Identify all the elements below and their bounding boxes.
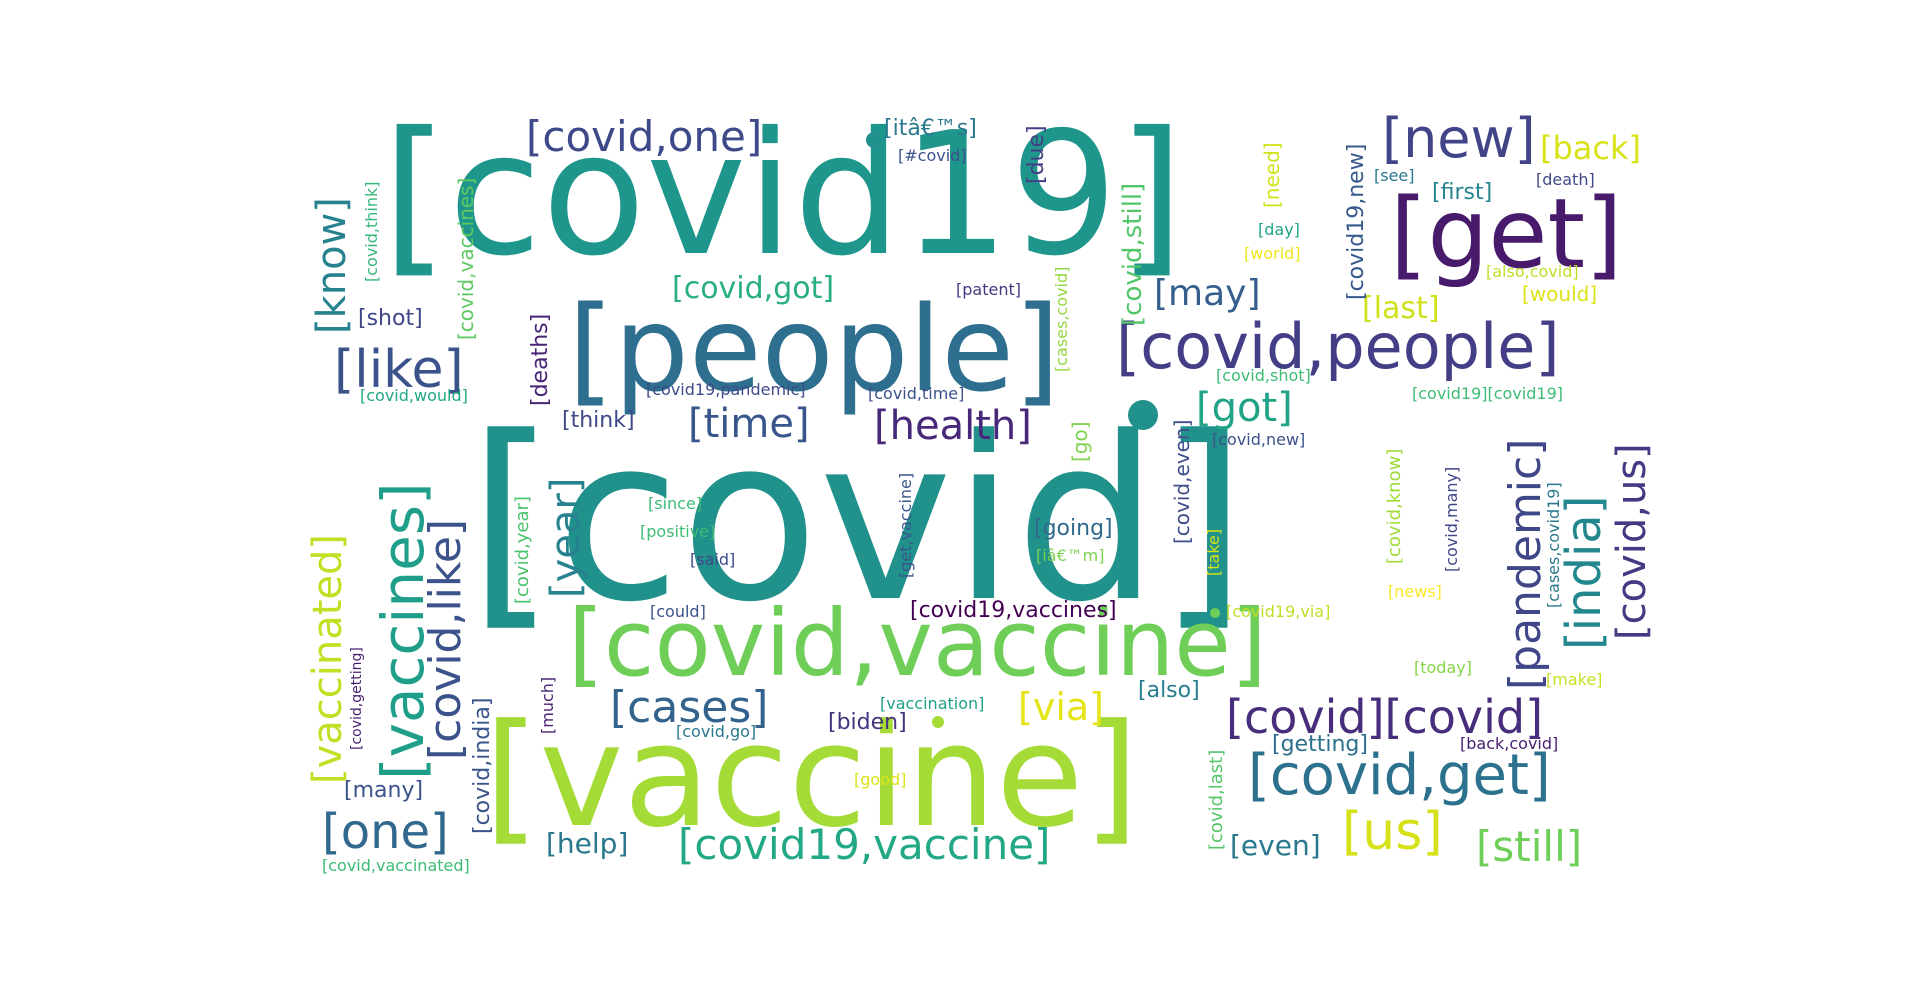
word-patent: [patent] [956,280,1021,299]
word-covid19-vaccine: [covid19,vaccine] [678,820,1051,869]
word-covid-covid: [covid][covid] [1226,690,1544,744]
word-could: [could] [650,602,706,621]
word-covid19-new: [covid19,new] [1344,143,1369,300]
word-itas: [itâ€™s] [884,116,977,141]
dot-mark [1128,400,1158,430]
word-covid-go: [covid,go] [676,722,757,741]
word-via: [via] [1018,685,1104,729]
word-people: [people] [568,280,1061,418]
word-covid-vaccines: [covid,vaccines] [454,177,478,340]
word-covid-us: [covid,us] [1609,443,1655,640]
word-deaths: [deaths] [528,313,553,406]
word-iam: [iâ€™m] [1036,546,1105,565]
word-got: [got] [1196,385,1293,431]
word-today: [today] [1414,658,1472,677]
word-cases: [cases] [610,682,769,733]
word-cases-covid19: [cases,covid19] [1544,482,1563,608]
word-last: [last] [1362,291,1440,326]
word-getting: [getting] [1272,732,1368,757]
word-covid19-vaccines: [covid19,vaccines] [910,598,1117,623]
dot-mark [866,132,882,148]
word-cases-covid: [cases,covid] [1052,266,1071,372]
word-hash-covid: [#covid] [898,146,967,165]
word-covid-vaccine: [covid,vaccine] [568,590,1267,697]
word-covid-year: [covid,year] [512,496,533,604]
word-covid19-pandemic: [covid19,pandemic] [646,380,806,399]
word-even: [even] [1230,829,1321,862]
word-see: [see] [1374,166,1415,185]
word-health: [health] [874,403,1032,449]
word-said: [said] [690,550,736,569]
word-know: [know] [309,197,355,334]
word-covid-think: [covid,think] [362,181,381,283]
word-vaccination: [vaccination] [880,694,985,713]
word-biden: [biden] [828,710,907,735]
word-covid19-via: [covid19,via] [1226,602,1331,621]
word-good: [good] [854,770,907,789]
word-first: [first] [1432,180,1493,205]
word-covid-last: [covid,last] [1206,749,1227,850]
word-covid-would: [covid,would] [360,386,468,405]
word-news: [news] [1388,582,1442,601]
word-covid19: [covid19] [382,96,1185,294]
word-us: [us] [1342,802,1443,862]
word-covid-get: [covid,get] [1248,743,1551,808]
word-go: [go] [1068,421,1092,462]
word-covid-people: [covid,people] [1116,310,1560,383]
word-also: [also] [1138,678,1200,703]
word-day: [day] [1258,220,1300,239]
word-think: [think] [562,408,635,433]
word-death: [death] [1536,170,1595,189]
word-many: [many] [344,778,424,803]
word-covid-getting: [covid,getting] [349,647,365,750]
word-help: [help] [546,827,629,860]
dot-mark [1210,608,1220,618]
word-one: [one] [322,804,449,860]
word-back: [back] [1540,129,1642,167]
word-covid-new: [covid,new] [1212,430,1306,449]
word-get: [get] [1390,178,1623,290]
word-covid-many: [covid,many] [1442,466,1461,572]
word-going: [going] [1034,516,1113,541]
word-make: [make] [1546,670,1603,689]
word-due: [due] [1024,125,1049,184]
word-still: [still] [1476,822,1583,871]
word-time: [time] [688,401,810,447]
word-india: [india] [1556,495,1612,650]
word-covid-india: [covid,india] [470,697,495,834]
word-covid: [covid] [468,389,1247,652]
word-new: [new] [1382,107,1536,170]
word-covid-got: [covid,got] [672,271,835,306]
word-since: [since] [648,494,703,513]
word-shot: [shot] [358,306,423,331]
word-covid-know: [covid,know] [1384,448,1405,564]
word-covid-still: [covid,still] [1118,182,1148,326]
word-covid-one: [covid,one] [526,112,763,161]
word-may: [may] [1154,273,1261,314]
word-also-covid: [also,covid] [1486,262,1579,281]
word-world: [world] [1244,244,1301,263]
word-covid-even: [covid,even] [1170,419,1194,544]
word-pandemic: [pandemic] [1500,438,1551,690]
word-take: [take] [1204,528,1223,576]
word-covid-vaccinated: [covid,vaccinated] [322,856,470,875]
word-like: [like] [334,340,464,400]
word-get-vaccine: [get,vaccine] [896,472,915,578]
word-vaccine: [vaccine] [484,694,1139,859]
word-covid19-covid19: [covid19][covid19] [1412,384,1563,403]
word-much: [much] [538,676,557,734]
word-year: [year] [543,477,589,598]
word-need: [need] [1260,142,1284,208]
word-vaccinated: [vaccinated] [305,533,351,784]
word-back-covid: [back,covid] [1460,734,1559,753]
word-covid-like: [covid,like] [420,518,471,760]
word-would: [would] [1522,282,1598,306]
word-covid-time: [covid,time] [868,384,965,403]
dot-mark [932,716,944,728]
word-covid-shot: [covid,shot] [1216,366,1311,385]
word-positive: [positive] [640,522,716,541]
